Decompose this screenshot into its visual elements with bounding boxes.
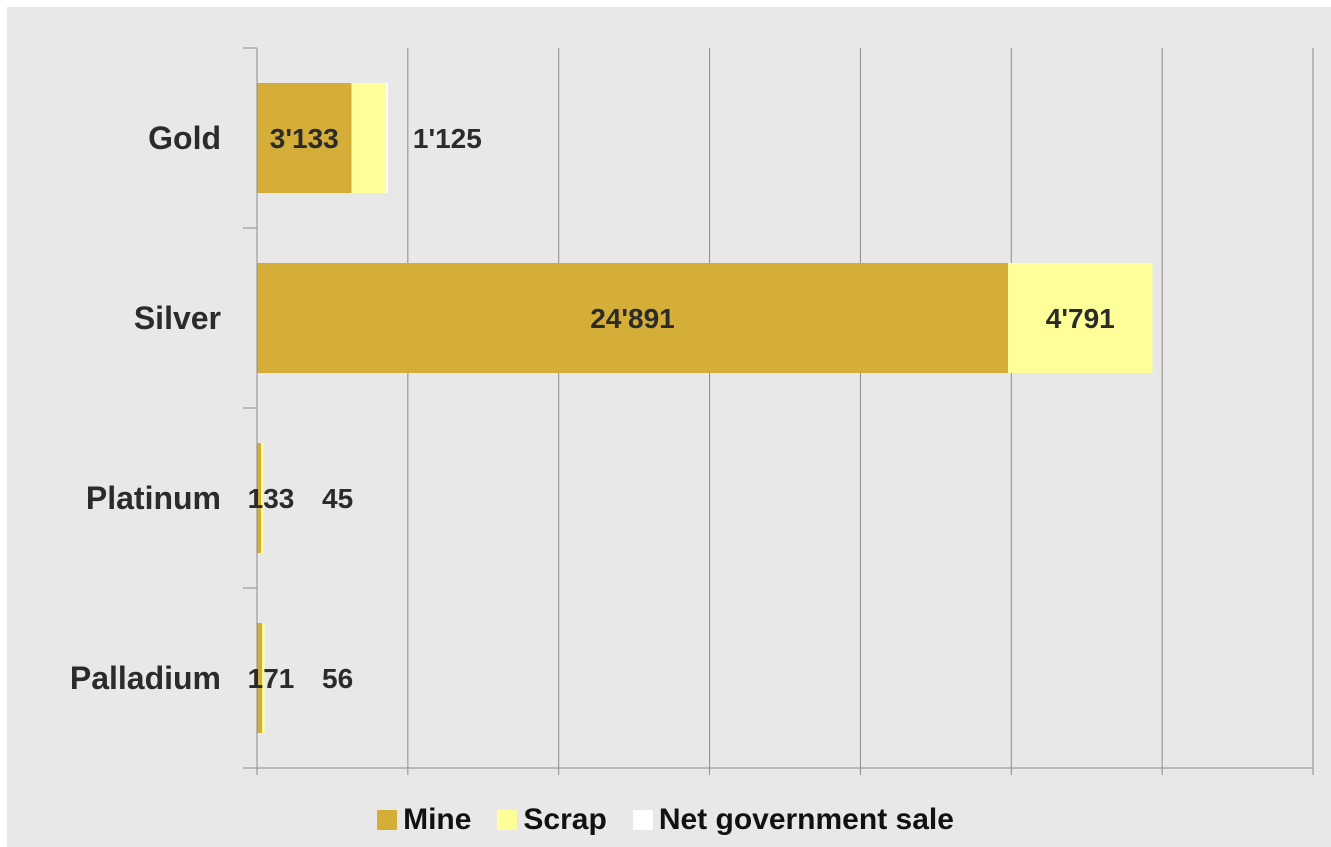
chart-frame <box>7 7 1331 847</box>
legend-swatch-net-government-sale <box>632 810 653 830</box>
data-labels: 3'133 1'125 24'891 4'791 133 45 171 56 <box>248 123 1115 694</box>
gridlines <box>407 48 1314 768</box>
data-label: 45 <box>322 483 353 514</box>
bar-segment-scrap <box>1007 263 1153 373</box>
bar-segment-mine <box>257 443 262 553</box>
category-label: Silver <box>134 300 221 336</box>
bar-segment-net-government-sale <box>385 83 388 193</box>
bar-segment-mine <box>257 623 263 733</box>
bar-segment-scrap <box>262 623 265 733</box>
category-label: Platinum <box>86 480 221 516</box>
legend: Mine Scrap Net government sale <box>0 803 1331 837</box>
axes <box>243 47 1314 775</box>
legend-item-scrap: Scrap <box>497 803 607 837</box>
bars <box>257 83 1153 733</box>
bar-segment-scrap <box>351 83 386 193</box>
data-label: 171 <box>248 663 295 694</box>
category-labels: Gold Silver Platinum Palladium <box>70 120 221 696</box>
data-label: 4'791 <box>1046 303 1115 334</box>
category-label: Palladium <box>70 660 221 696</box>
category-label: Gold <box>148 120 221 156</box>
data-label: 56 <box>322 663 353 694</box>
legend-swatch-mine <box>377 810 398 830</box>
legend-item-mine: Mine <box>377 803 471 837</box>
bar-segment-mine <box>257 263 1008 373</box>
legend-swatch-scrap <box>497 810 518 830</box>
legend-item-net-government-sale: Net government sale <box>632 803 954 837</box>
legend-label-mine: Mine <box>403 803 472 836</box>
bar-segment-scrap <box>261 443 264 553</box>
legend-label-scrap: Scrap <box>523 803 607 836</box>
legend-label-net-government-sale: Net government sale <box>658 803 954 836</box>
data-label: 133 <box>248 483 295 514</box>
data-label: 3'133 <box>270 123 339 154</box>
bar-segment-mine <box>257 83 352 193</box>
data-label: 1'125 <box>413 123 482 154</box>
data-label: 24'891 <box>590 303 675 334</box>
